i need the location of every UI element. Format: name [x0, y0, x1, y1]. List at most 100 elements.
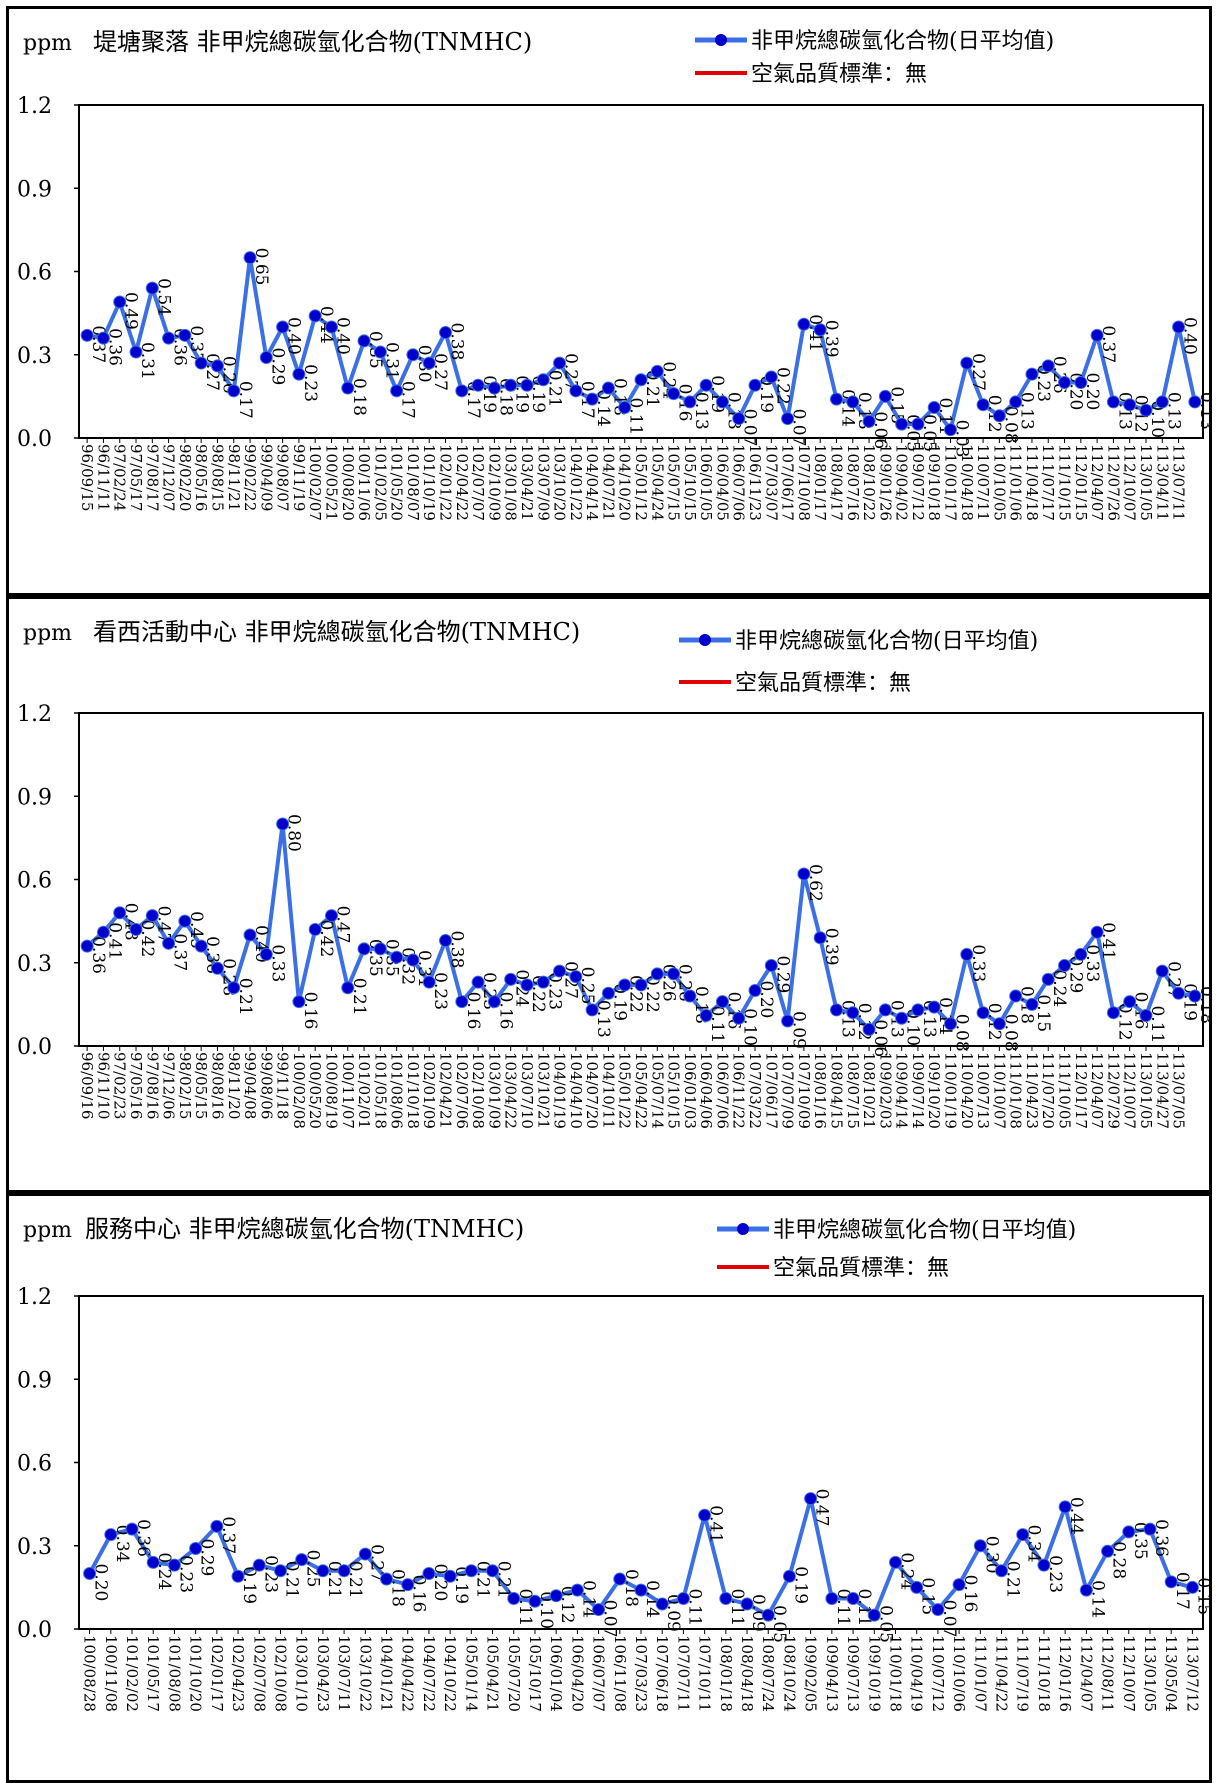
x-tick-label: 101/10/20 — [187, 1635, 205, 1712]
x-tick-label: 106/04/05 — [713, 444, 731, 521]
data-point — [601, 381, 615, 395]
data-point — [1123, 995, 1137, 1009]
x-tick-label: 102/10/08 — [469, 1052, 487, 1129]
x-tick-label: 106/01/05 — [697, 444, 715, 521]
x-tick-label: 101/10/18 — [404, 1052, 422, 1129]
data-label: 0.15 — [886, 386, 906, 424]
x-tick-label: 108/07/15 — [844, 1052, 862, 1129]
data-point — [227, 384, 241, 398]
data-label: 0.05 — [769, 1605, 789, 1643]
data-label: 0.18 — [388, 1569, 408, 1607]
data-point — [210, 359, 224, 373]
y-tick-label: 0.0 — [17, 1618, 52, 1643]
data-point — [895, 417, 909, 431]
data-label: 0.21 — [1003, 1561, 1023, 1599]
x-tick-label: 103/10/20 — [551, 444, 569, 521]
x-tick-label: 96/11/10 — [94, 1052, 112, 1119]
x-tick-label: 109/07/13 — [844, 1635, 862, 1712]
data-point — [1164, 1575, 1178, 1589]
x-tick-label: 107/03/22 — [746, 1052, 764, 1129]
data-point — [422, 1567, 436, 1580]
data-point — [373, 345, 387, 359]
data-label: 0.11 — [626, 397, 646, 435]
x-tick-label: 101/05/20 — [388, 444, 406, 521]
data-label: 0.19 — [756, 375, 776, 413]
data-point — [585, 1003, 599, 1017]
data-point — [878, 389, 892, 403]
x-tick-label: 111/04/23 — [1023, 1052, 1041, 1129]
data-point — [825, 1591, 839, 1605]
data-point — [210, 961, 224, 975]
x-tick-label: 109/04/14 — [893, 1052, 911, 1129]
data-point — [504, 972, 518, 986]
data-point — [439, 326, 453, 340]
data-label: 0.47 — [332, 906, 352, 944]
data-point — [373, 942, 387, 956]
data-point — [189, 1542, 203, 1556]
x-tick-label: 111/10/05 — [1056, 1052, 1074, 1129]
data-label: 0.36 — [104, 328, 124, 366]
data-label: 0.29 — [772, 956, 792, 994]
x-tick-label: 98/02/20 — [176, 444, 194, 511]
x-tick-label: 111/04/22 — [993, 1635, 1011, 1712]
x-tick-label: 105/10/15 — [681, 444, 699, 521]
x-tick-label: 113/04/11 — [1153, 444, 1171, 521]
x-tick-label: 105/04/24 — [648, 444, 666, 521]
data-point — [243, 928, 257, 942]
x-tick-label: 110/07/12 — [929, 1635, 947, 1712]
data-label: 0.03 — [952, 420, 972, 458]
x-tick-label: 111/01/06 — [1007, 444, 1025, 521]
data-label: 0.62 — [805, 864, 825, 902]
x-tick-label: 104/04/22 — [399, 1635, 417, 1712]
data-point — [592, 1603, 606, 1617]
data-label: 0.27 — [430, 353, 450, 391]
x-tick-label: 105/04/22 — [632, 1052, 650, 1129]
data-point — [683, 989, 697, 1003]
x-tick-label: 105/07/20 — [505, 1635, 523, 1712]
x-tick-label: 110/07/11 — [974, 444, 992, 521]
legend: 非甲烷總碳氫化合物(日平均值) 空氣品質標準：無 — [695, 29, 1054, 87]
data-point — [992, 409, 1006, 423]
data-point — [227, 981, 241, 995]
data-label: 0.24 — [896, 1552, 916, 1590]
y-tick-label: 0.3 — [17, 344, 52, 369]
data-point — [1058, 959, 1072, 973]
data-label: 0.47 — [153, 906, 173, 944]
x-tick-label: 103/01/08 — [502, 444, 520, 521]
x-tick-label: 113/07/05 — [1170, 1052, 1188, 1129]
chart-title: 看西活動中心 非甲烷總碳氫化合物(TNMHC) — [93, 618, 580, 646]
data-label: 0.34 — [1024, 1525, 1044, 1563]
data-label: 0.11 — [515, 1588, 535, 1626]
x-tick-label: 102/01/22 — [437, 444, 455, 521]
data-label: 0.17 — [1172, 1572, 1192, 1610]
data-point — [634, 978, 648, 992]
data-label: 0.14 — [642, 1580, 662, 1618]
y-tick-label: 0.9 — [17, 785, 52, 810]
data-point — [618, 400, 632, 414]
data-label: 0.34 — [112, 1525, 132, 1563]
data-point — [699, 1008, 713, 1022]
data-label: 0.10 — [1147, 400, 1167, 438]
data-point — [276, 817, 290, 831]
data-point — [316, 1564, 330, 1578]
x-tick-label: 101/08/07 — [404, 444, 422, 521]
data-label: 0.44 — [1066, 1497, 1086, 1535]
data-label: 0.18 — [1196, 986, 1209, 1024]
chart-panel-3: ppm 服務中心 非甲烷總碳氫化合物(TNMHC) 非甲烷總碳氫化合物(日平均值… — [6, 1193, 1212, 1783]
data-point — [528, 1594, 542, 1608]
x-tick-label: 101/02/02 — [123, 1635, 141, 1712]
data-point — [1009, 989, 1023, 1003]
data-point — [650, 967, 664, 981]
x-tick-label: 99/11/18 — [274, 1052, 292, 1119]
data-label: 0.23 — [1033, 364, 1053, 402]
data-point — [194, 939, 208, 953]
x-tick-label: 97/05/17 — [127, 444, 145, 511]
x-tick-label: 110/04/19 — [908, 1635, 926, 1712]
data-label: 0.05 — [875, 1605, 895, 1643]
data-point — [895, 1011, 909, 1025]
data-point — [390, 384, 404, 398]
data-label: 0.47 — [812, 1489, 832, 1527]
data-point — [80, 328, 94, 342]
x-tick-label: 104/01/19 — [551, 1052, 569, 1129]
data-label: 0.80 — [284, 814, 304, 852]
